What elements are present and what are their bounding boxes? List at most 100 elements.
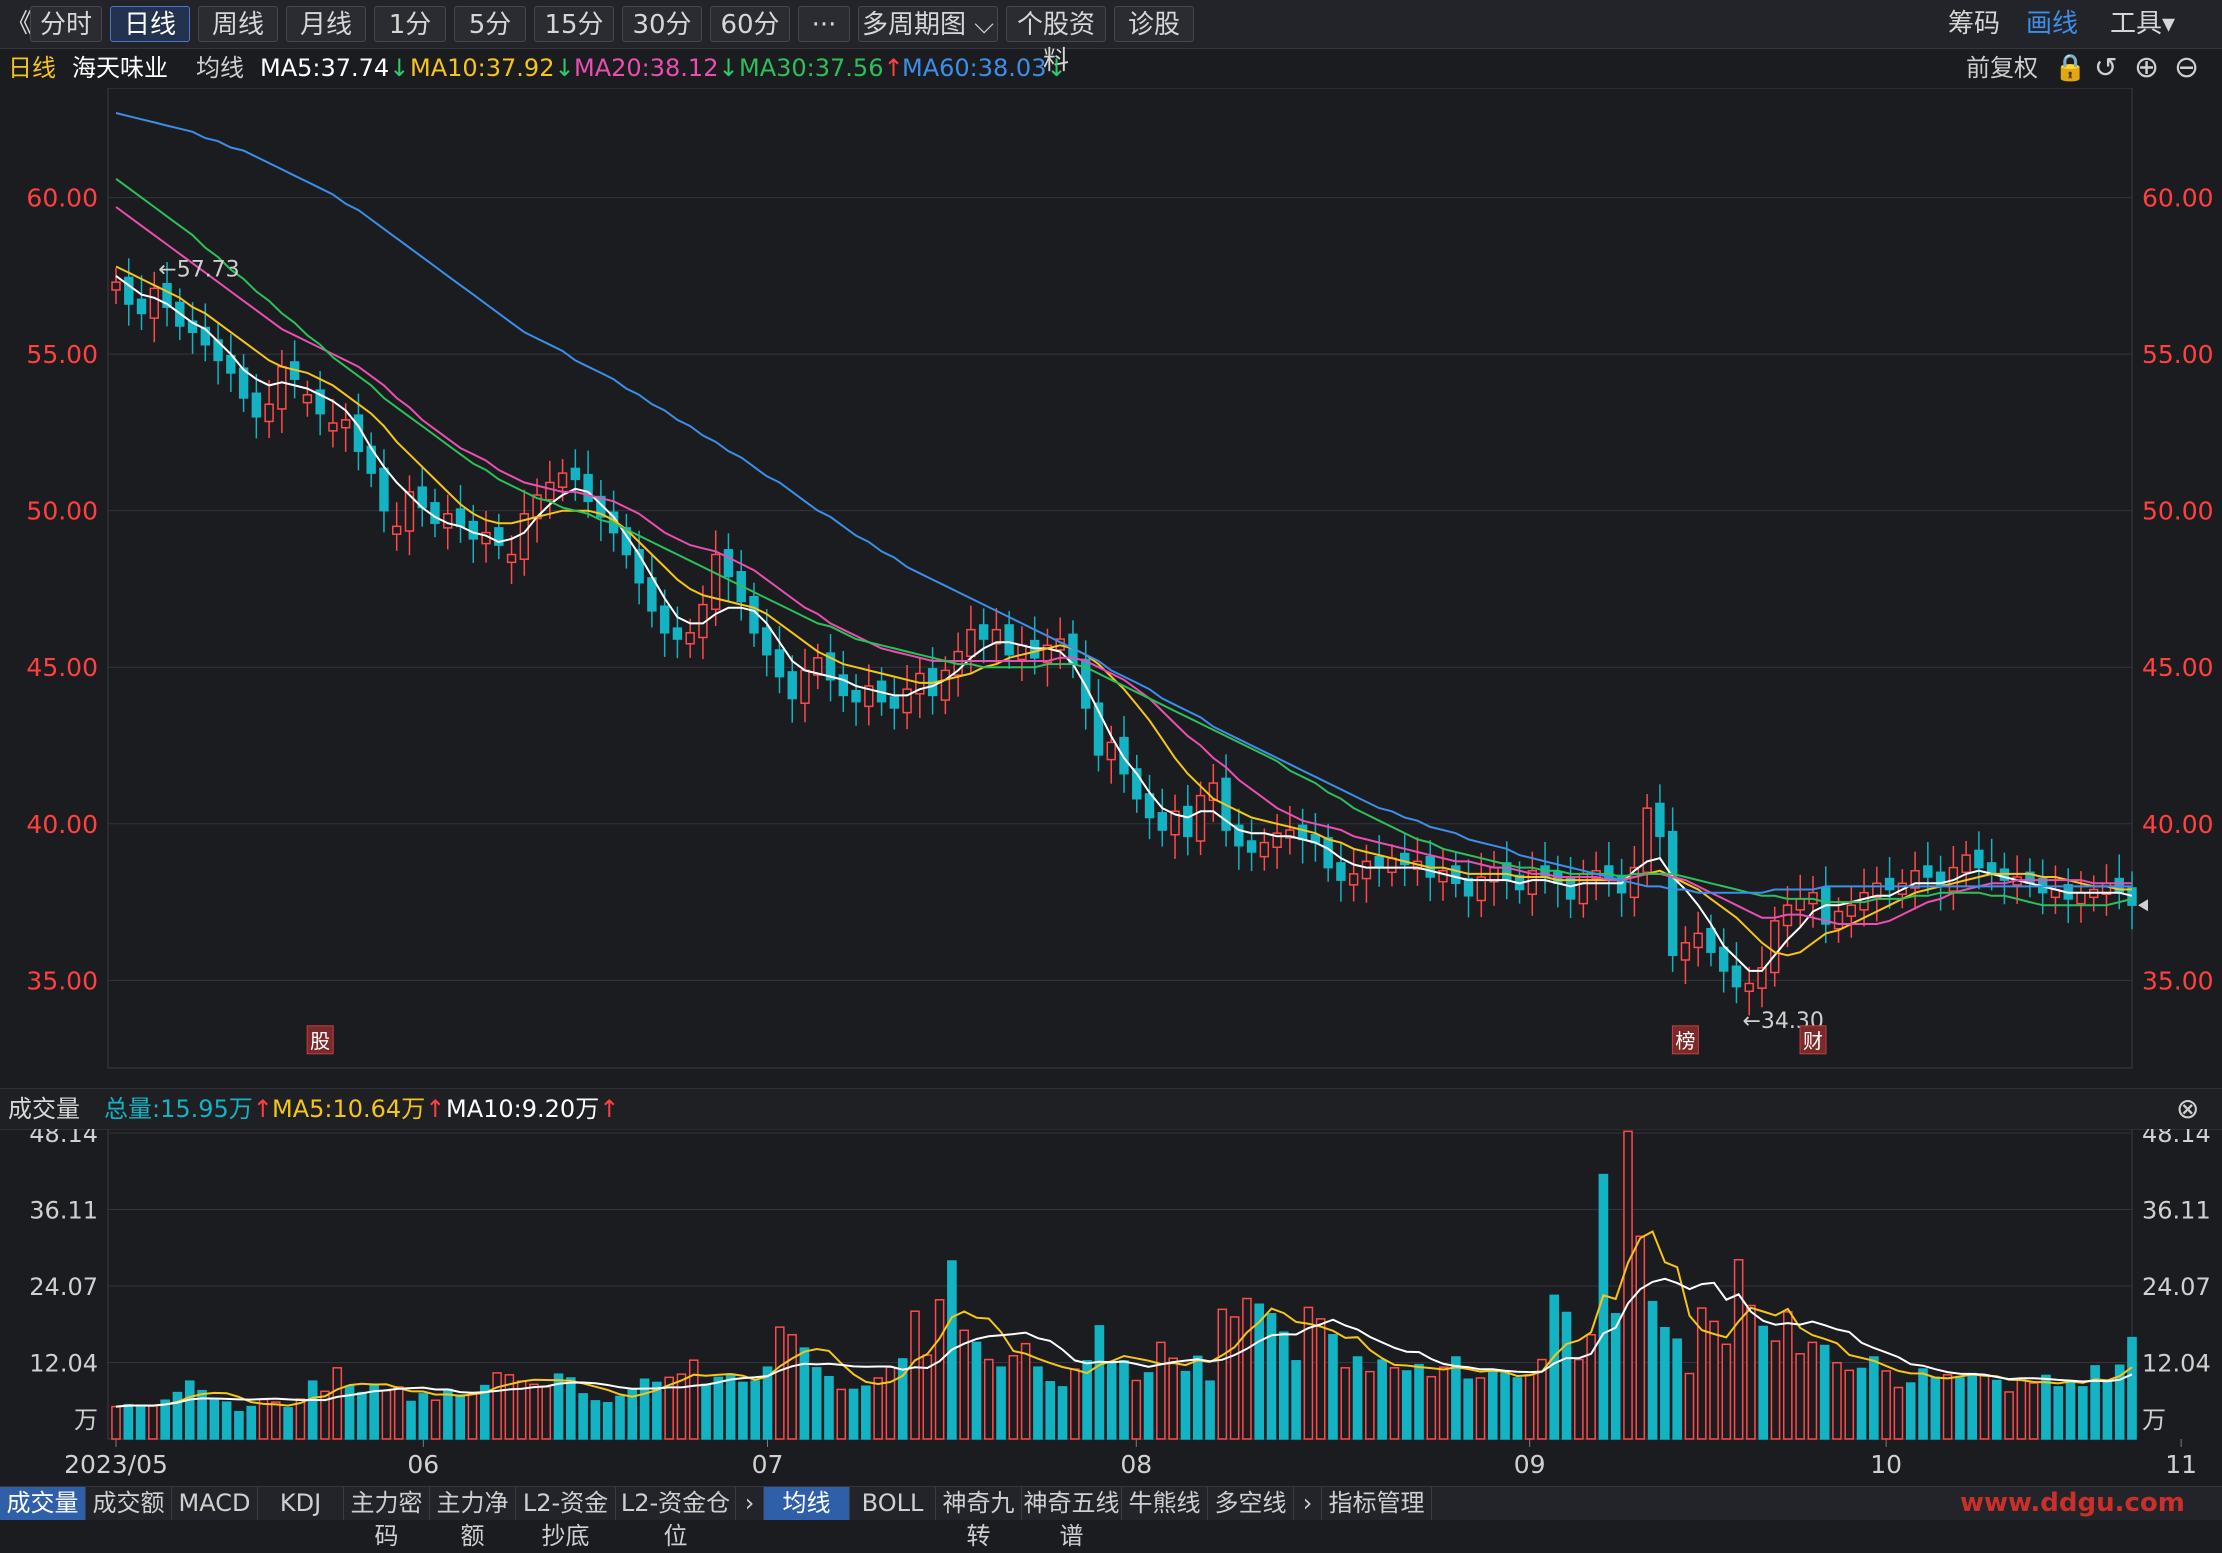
candle[interactable] (455, 508, 466, 528)
candle[interactable] (251, 392, 262, 418)
volume-bar[interactable] (664, 1376, 674, 1440)
fq-button[interactable]: 前复权 (1966, 54, 2038, 82)
volume-bar[interactable] (983, 1358, 994, 1440)
volume-bar[interactable] (246, 1405, 257, 1440)
candle[interactable] (557, 472, 568, 488)
candle[interactable] (1974, 849, 1984, 869)
volume-bar[interactable] (799, 1347, 810, 1440)
volume-bar[interactable] (1475, 1377, 1486, 1440)
volume-bar[interactable] (1217, 1308, 1228, 1440)
volume-bar[interactable] (1795, 1353, 1805, 1440)
candle[interactable] (1642, 807, 1652, 874)
volume-bar[interactable] (332, 1367, 343, 1440)
candle[interactable] (1272, 832, 1282, 849)
tab-boll[interactable]: BOLL (850, 1487, 936, 1520)
candle[interactable] (315, 389, 325, 415)
candle[interactable] (813, 657, 823, 676)
candle[interactable] (1195, 794, 1206, 842)
tab-fenshi[interactable]: 分时 (30, 6, 102, 42)
candle[interactable] (851, 689, 861, 703)
volume-bar[interactable] (1869, 1356, 1879, 1440)
candle[interactable] (723, 549, 734, 578)
volume-bar[interactable] (652, 1381, 662, 1440)
tab-l2-bottom[interactable]: L2-资金抄底 (516, 1487, 616, 1550)
volume-chart[interactable]: 48.14 48.14 36.11 36.11 24.07 24.07 12.04 12.04… (0, 1129, 2222, 1486)
volume-bar[interactable] (1377, 1359, 1387, 1440)
multi-period-button[interactable]: 多周期图 ⌵ (858, 6, 998, 42)
volume-bar[interactable] (2016, 1379, 2027, 1440)
candle[interactable] (1361, 860, 1372, 880)
volume-bar[interactable] (1242, 1297, 1252, 1440)
volume-bar[interactable] (2078, 1386, 2088, 1440)
candle[interactable] (264, 403, 274, 423)
volume-bar[interactable] (738, 1381, 748, 1440)
volume-bar[interactable] (1819, 1344, 1830, 1440)
volume-bar[interactable] (1352, 1356, 1363, 1440)
volume-bar[interactable] (381, 1389, 392, 1440)
candle[interactable] (978, 624, 989, 640)
volume-bar[interactable] (959, 1329, 970, 1440)
volume-bar[interactable] (1881, 1370, 1891, 1440)
volume-bar[interactable] (1291, 1360, 1301, 1440)
volume-bar[interactable] (492, 1372, 502, 1440)
candle[interactable] (1731, 965, 1742, 988)
volume-bar[interactable] (1832, 1361, 1842, 1440)
tab-60min[interactable]: 60分 (710, 6, 790, 42)
volume-bar[interactable] (1094, 1325, 1105, 1440)
candle[interactable] (1400, 852, 1410, 866)
volume-bar[interactable] (1512, 1377, 1523, 1440)
volume-bar[interactable] (1746, 1304, 1756, 1440)
volume-bar[interactable] (996, 1366, 1006, 1440)
volume-bar[interactable] (787, 1334, 797, 1440)
candle[interactable] (1770, 920, 1780, 974)
close-icon[interactable]: ⊗ (2176, 1092, 2200, 1125)
candle[interactable] (430, 502, 440, 524)
candle[interactable] (1234, 824, 1244, 847)
candle[interactable] (1297, 824, 1308, 841)
volume-bar[interactable] (1192, 1355, 1203, 1440)
candle[interactable] (1348, 873, 1359, 886)
candle[interactable] (1183, 805, 1193, 838)
volume-bar[interactable] (1647, 1300, 1658, 1440)
volume-bar[interactable] (320, 1390, 330, 1440)
volume-bar[interactable] (1205, 1380, 1215, 1440)
candle[interactable] (1757, 967, 1767, 989)
tab-macd[interactable]: MACD (172, 1487, 258, 1520)
candle[interactable] (545, 481, 555, 501)
candle[interactable] (2127, 887, 2137, 906)
candle[interactable] (1961, 854, 1971, 874)
event-marker[interactable] (306, 1025, 334, 1055)
candle[interactable] (634, 549, 644, 584)
tab-kdj[interactable]: KDJ (258, 1487, 344, 1520)
volume-bar[interactable] (1008, 1354, 1019, 1440)
candle[interactable] (1718, 946, 1729, 972)
volume-bar[interactable] (1844, 1369, 1855, 1440)
volume-bar[interactable] (406, 1400, 416, 1440)
volume-bar[interactable] (135, 1404, 146, 1440)
volume-bar[interactable] (467, 1392, 478, 1440)
volume-bar[interactable] (2053, 1386, 2064, 1440)
kline-chart[interactable]: 60.00 60.00 55.00 55.00 50.00 50.00 45.00 45.00… (0, 88, 2222, 1088)
candle[interactable] (1565, 877, 1576, 900)
candle[interactable] (583, 473, 593, 503)
candle[interactable] (136, 298, 147, 315)
volume-bar[interactable] (295, 1398, 306, 1440)
volume-bar[interactable] (1905, 1382, 1916, 1440)
candle[interactable] (1706, 927, 1716, 953)
volume-bar[interactable] (148, 1405, 158, 1440)
volume-bar[interactable] (639, 1378, 650, 1440)
volume-bar[interactable] (443, 1388, 453, 1440)
tab-1min[interactable]: 1分 (374, 6, 446, 42)
tab-30min[interactable]: 30分 (622, 6, 702, 42)
candle[interactable] (1476, 876, 1486, 902)
candle[interactable] (1884, 877, 1895, 891)
volume-bar[interactable] (258, 1398, 269, 1440)
volume-bar[interactable] (1463, 1378, 1474, 1440)
tab-nine-turn[interactable]: 神奇九转 (936, 1487, 1022, 1550)
volume-bar[interactable] (209, 1398, 220, 1440)
tab-indicator-manage[interactable]: 指标管理 (1322, 1487, 1432, 1520)
candle[interactable] (1680, 942, 1691, 961)
candle[interactable] (1795, 898, 1805, 911)
candle[interactable] (774, 649, 785, 678)
candle[interactable] (902, 688, 912, 714)
